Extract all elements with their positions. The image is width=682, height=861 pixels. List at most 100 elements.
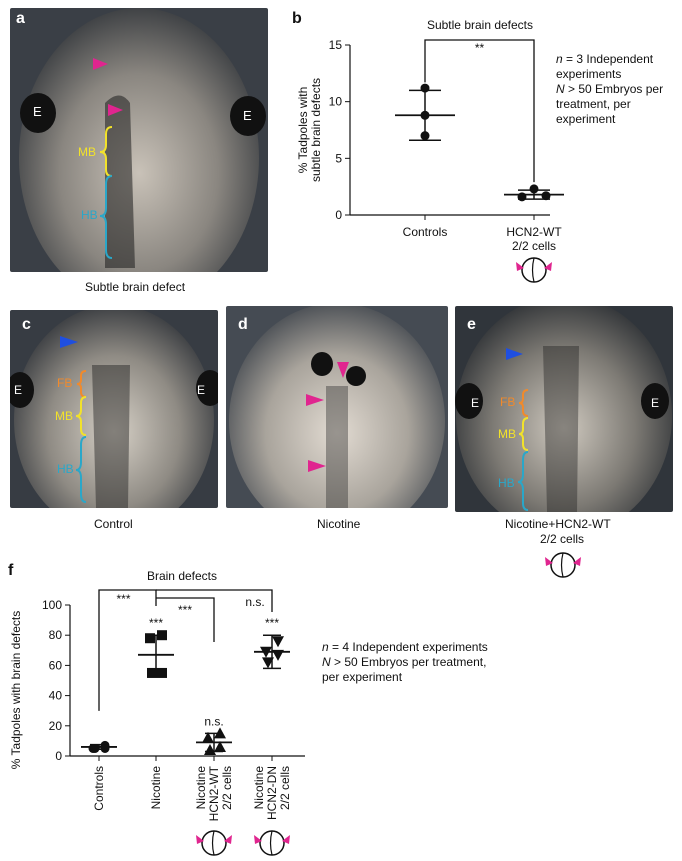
data-point: [420, 131, 430, 141]
embryo-2cell-injection-icon: [254, 830, 290, 856]
point-significance-label: n.s.: [204, 714, 223, 728]
y-tick-label: 10: [329, 95, 343, 109]
hb-label: HB: [81, 208, 98, 222]
eye-label-right: E: [243, 108, 252, 123]
point-significance-label: ***: [265, 616, 279, 630]
panel-letter-b: b: [292, 10, 302, 27]
note-f-line-3: per experiment: [322, 670, 403, 684]
fb-label-e: FB: [500, 395, 516, 409]
x-tick-label: Controls: [403, 225, 448, 239]
chart-f-note: n = 4 Independent experiments N > 50 Emb…: [322, 640, 532, 685]
data-point: [272, 649, 284, 661]
embryo-cleavage: [269, 830, 273, 856]
data-point: [420, 110, 430, 120]
y-tick-label: 0: [335, 208, 342, 222]
data-point: [272, 636, 284, 648]
fb-label-c: FB: [57, 376, 73, 390]
caption-e-line2: 2/2 cells: [540, 532, 585, 546]
x-tick-label: HCN2-WT: [506, 225, 562, 239]
panel-letter-d: d: [238, 316, 248, 333]
injection-arrow-right: [544, 262, 552, 271]
x-tick-label: HCN2-DN: [265, 766, 279, 820]
embryo-outline: [259, 830, 285, 856]
mb-label-e: MB: [498, 427, 516, 441]
eye-label-left: E: [33, 104, 42, 119]
chart-b-note: n = 3 Independent experiments N > 50 Emb…: [556, 52, 678, 127]
note-f-var-n: n: [322, 640, 329, 654]
mb-label-c: MB: [55, 409, 73, 423]
y-tick-label: 20: [49, 719, 63, 733]
injection-arrow-left: [254, 835, 262, 844]
significance-bracket: [156, 597, 215, 642]
note-b-line-1: = 3 Independent experiments: [556, 52, 654, 81]
embryo-cleavage: [211, 830, 215, 856]
caption-a: Subtle brain defect: [85, 280, 186, 294]
data-point: [157, 667, 167, 678]
y-axis-label: subtle brain defects: [309, 78, 323, 182]
y-tick-label: 60: [49, 658, 63, 672]
photo-panel-a: [10, 8, 268, 272]
injection-arrow-right: [282, 835, 290, 844]
photo-panel-e: [455, 306, 673, 512]
data-point: [214, 727, 226, 739]
eye-label-left-c: E: [14, 383, 23, 397]
y-tick-label: 0: [55, 749, 62, 763]
panel-letter-c: c: [22, 316, 31, 333]
hb-label-c: HB: [57, 462, 74, 476]
embryo-cleavage: [531, 257, 535, 283]
eye-label-right-e: E: [651, 396, 660, 410]
data-point: [157, 630, 167, 641]
embryo-2cell-injection-icon: [516, 257, 552, 283]
significance-label: ***: [178, 603, 192, 617]
note-b-var-N: N: [556, 82, 565, 96]
eye-label-left-e: E: [471, 396, 480, 410]
eye-label-right-c: E: [197, 383, 206, 397]
caption-c: Control: [94, 517, 133, 531]
note-f-line-1: = 4 Independent experiments: [332, 640, 488, 654]
significance-label: **: [475, 41, 485, 55]
significance-label: n.s.: [245, 595, 264, 609]
chart-title: Brain defects: [147, 569, 217, 583]
y-axis-label: % Tadpoles with brain defects: [9, 611, 23, 770]
data-point: [204, 743, 216, 755]
data-point: [88, 743, 98, 753]
y-tick-label: 40: [49, 689, 63, 703]
chart-title: Subtle brain defects: [427, 18, 533, 32]
embryo-outline: [521, 257, 547, 283]
significance-bracket: [424, 39, 535, 183]
caption-d: Nicotine: [317, 517, 361, 531]
x-tick-label: Nicotine: [252, 766, 266, 810]
embryo-2cell-injection-icon: [196, 830, 232, 856]
panel-letter-e: e: [467, 316, 476, 333]
injection-arrow-left: [196, 835, 204, 844]
data-point: [517, 192, 527, 202]
injection-arrow-right: [224, 835, 232, 844]
note-b-line-2: > 50 Embryos per treatment, per experime…: [556, 82, 664, 126]
photo-panel-d: [226, 306, 448, 508]
y-tick-label: 80: [49, 628, 63, 642]
injection-arrow-left: [516, 262, 524, 271]
data-point: [529, 184, 539, 194]
data-point: [260, 646, 272, 658]
significance-bracket: [98, 589, 157, 711]
x-tick-label: Nicotine: [194, 766, 208, 810]
embryo-2cell-injection-icon: [545, 552, 581, 578]
data-point: [420, 83, 430, 93]
data-point: [541, 191, 551, 201]
y-tick-label: 100: [42, 598, 62, 612]
data-point: [145, 633, 155, 644]
significance-bracket: [156, 589, 273, 612]
x-tick-label: 2/2 cells: [278, 766, 292, 810]
data-point: [202, 731, 214, 743]
point-significance-label: ***: [149, 616, 163, 630]
hb-label-e: HB: [498, 476, 515, 490]
y-tick-label: 5: [335, 151, 342, 165]
x-tick-label: Controls: [92, 766, 106, 811]
note-f-line-2: > 50 Embryos per treatment,: [334, 655, 487, 669]
photo-panel-c: [10, 310, 218, 508]
data-point: [214, 740, 226, 752]
data-point: [100, 743, 110, 753]
x-tick-label: Nicotine: [149, 766, 163, 810]
data-point: [100, 740, 110, 750]
embryo-outline: [201, 830, 227, 856]
